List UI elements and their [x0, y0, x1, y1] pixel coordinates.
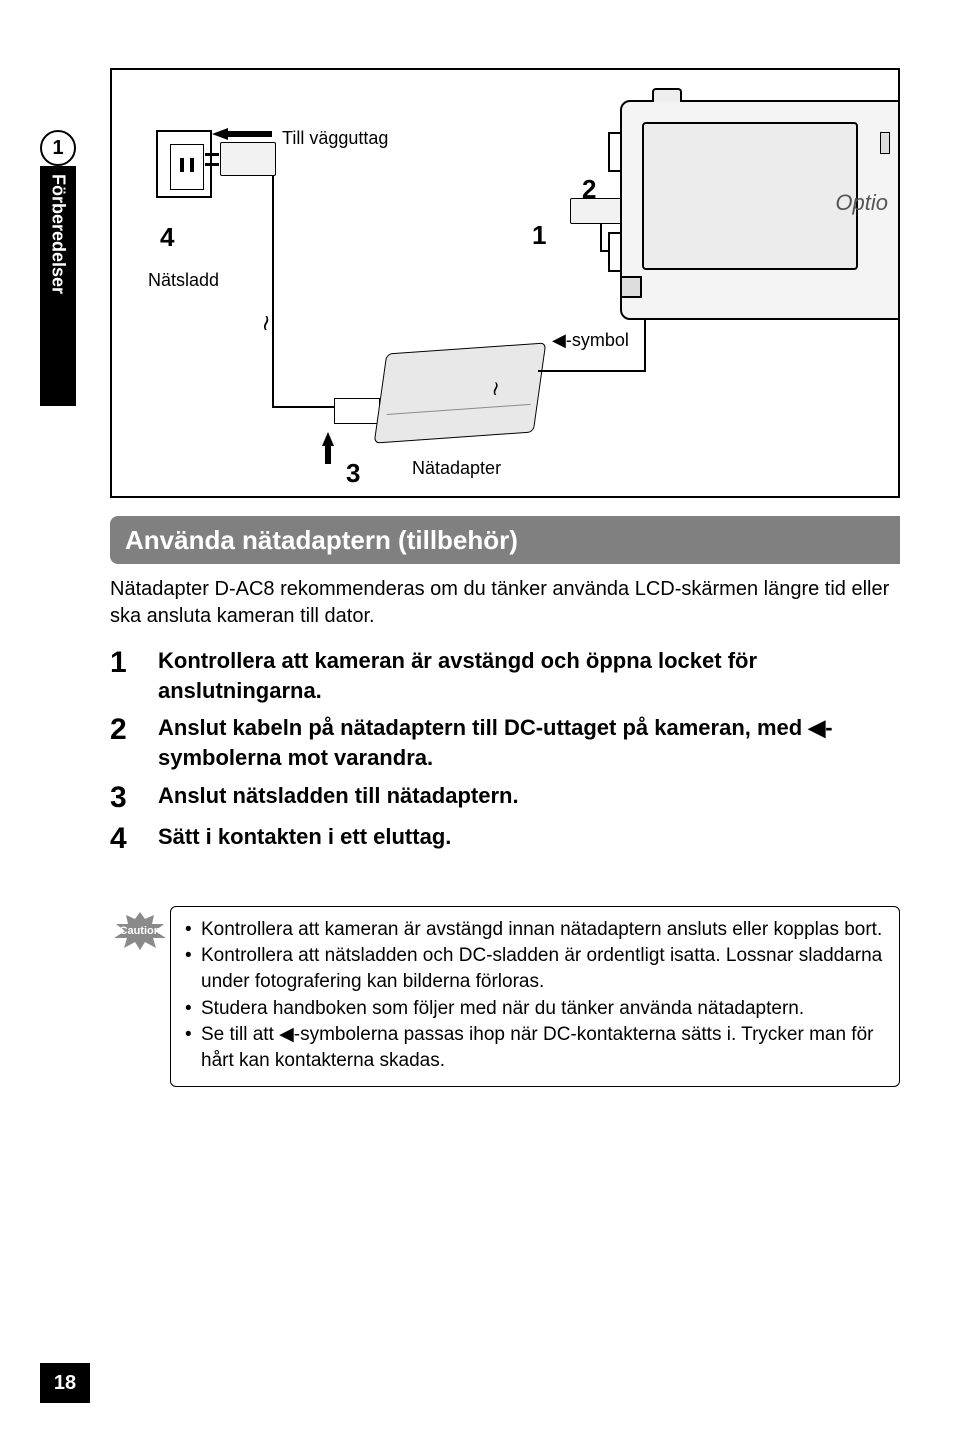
camera-dc-port-icon [620, 276, 642, 298]
diagram-step-1: 1 [532, 220, 546, 251]
mains-cable-line [272, 176, 274, 406]
section-number-badge: 1 [40, 130, 76, 166]
step-number: 1 [110, 646, 158, 705]
wall-outlet-icon [156, 130, 212, 198]
cable-slack-icon: ≀ [260, 309, 273, 336]
caution-label: Caution [120, 925, 161, 937]
page: 1 Förberedelser Till vägguttag 4 Nätslad… [0, 0, 960, 1443]
label-mains-cable: Nätsladd [148, 270, 219, 291]
caution-block: Caution Kontrollera att kameran är avstä… [110, 906, 900, 1087]
arrow-to-outlet-icon [212, 128, 228, 140]
caution-item: Kontrollera att kameran är avstängd inna… [185, 917, 885, 943]
step-number: 4 [110, 822, 158, 855]
intro-paragraph: Nätadapter D-AC8 rekommenderas om du tän… [110, 576, 900, 630]
label-to-wall-outlet: Till vägguttag [282, 128, 388, 149]
dc-connector-icon [570, 198, 624, 224]
camera-hinge-bottom-icon [608, 232, 622, 272]
camera-brand: Optio [835, 190, 888, 216]
camera-icon: Optio [620, 100, 900, 320]
step-list: 1 Kontrollera att kameran är avstängd oc… [110, 646, 900, 863]
diagram-step-4: 4 [160, 222, 174, 253]
ac-adapter-icon [374, 342, 547, 443]
camera-shutter-icon [652, 88, 682, 102]
step-item: 2 Anslut kabeln på nätadaptern till DC-u… [110, 713, 900, 772]
camera-screen-icon [642, 122, 858, 270]
step-text: Anslut kabeln på nätadaptern till DC-utt… [158, 713, 900, 772]
dc-cable-line-1 [538, 370, 646, 372]
diagram-step-3: 3 [346, 458, 360, 489]
adapter-inlet-plug-icon [334, 398, 380, 424]
caution-item: Studera handboken som följer med när du … [185, 996, 885, 1022]
step-number: 3 [110, 781, 158, 814]
section-heading: Använda nätadaptern (tillbehör) [125, 525, 518, 556]
step-text: Anslut nätsladden till nätadaptern. [158, 781, 900, 814]
connection-diagram: Till vägguttag 4 Nätsladd ≀ 3 Nätadapter… [110, 68, 900, 498]
section-heading-bar: Använda nätadaptern (tillbehör) [110, 516, 900, 564]
camera-hinge-top-icon [608, 132, 622, 172]
step-number: 2 [110, 713, 158, 772]
section-side-tab: Förberedelser [40, 166, 76, 406]
step-item: 3 Anslut nätsladden till nätadaptern. [110, 781, 900, 814]
label-adapter: Nätadapter [412, 458, 501, 479]
arrow-into-adapter-icon [322, 432, 334, 446]
step-item: 1 Kontrollera att kameran är avstängd oc… [110, 646, 900, 705]
step-text: Sätt i kontakten i ett eluttag. [158, 822, 900, 855]
mains-plug-icon [220, 142, 276, 176]
label-symbol-marker: ◀-symbol [552, 330, 629, 351]
camera-side-button-icon [880, 132, 890, 154]
caution-item: Kontrollera att nätsladden och DC-sladde… [185, 943, 885, 995]
page-number: 18 [40, 1363, 90, 1403]
caution-item: Se till att ◀-symbolerna passas ihop när… [185, 1022, 885, 1074]
step-text: Kontrollera att kameran är avstängd och … [158, 646, 900, 705]
caution-box: Kontrollera att kameran är avstängd inna… [170, 906, 900, 1087]
caution-icon: Caution [110, 906, 170, 950]
step-item: 4 Sätt i kontakten i ett eluttag. [110, 822, 900, 855]
diagram-step-2: 2 [582, 174, 596, 205]
